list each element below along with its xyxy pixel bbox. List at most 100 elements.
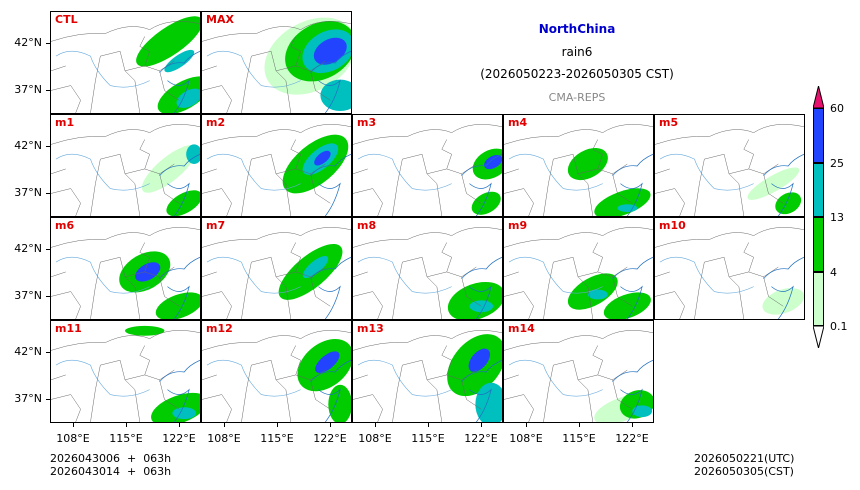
panel-label: CTL xyxy=(55,13,78,26)
panel-label: m13 xyxy=(357,322,384,335)
panel-label: m11 xyxy=(55,322,82,335)
lon-tick-mark xyxy=(632,423,633,427)
colorbar-label-4: 4 xyxy=(830,266,837,279)
colorbar-label-60: 60 xyxy=(830,102,844,115)
init-time-1: 2026043006 + 063h xyxy=(50,452,172,465)
lat-tick-label: 37°N xyxy=(14,83,42,96)
lon-tick-label: 122°E xyxy=(162,432,196,445)
lon-tick-mark xyxy=(126,423,127,427)
lon-tick-mark xyxy=(179,423,180,427)
colorbar-label-13: 13 xyxy=(830,211,844,224)
precip-map xyxy=(51,124,200,216)
panel-m6: m6 xyxy=(50,217,201,320)
precip-map xyxy=(202,227,351,319)
panel-m7: m7 xyxy=(201,217,352,320)
lat-tick-mark xyxy=(46,146,50,147)
lat-tick-mark xyxy=(46,296,50,297)
panel-m5: m5 xyxy=(654,114,805,217)
precip-map xyxy=(655,227,804,319)
panel-m9: m9 xyxy=(503,217,654,320)
lat-tick-mark xyxy=(46,249,50,250)
lon-tick-label: 122°E xyxy=(615,432,649,445)
model-title: CMA-REPS xyxy=(548,91,606,104)
lon-tick-mark xyxy=(375,423,376,427)
panel-m8: m8 xyxy=(352,217,503,320)
precip-map xyxy=(51,325,200,422)
panel-max: MAX xyxy=(201,11,352,114)
lon-tick-label: 122°E xyxy=(464,432,498,445)
lat-tick-label: 42°N xyxy=(14,345,42,358)
lon-tick-label: 108°E xyxy=(56,432,90,445)
colorbar-extend-min-icon xyxy=(813,326,824,348)
colorbar-band-13-25 xyxy=(813,163,824,217)
lat-tick-mark xyxy=(46,399,50,400)
panel-label: m12 xyxy=(206,322,233,335)
colorbar-band-0.1-4 xyxy=(813,272,824,326)
lon-tick-label: 115°E xyxy=(260,432,294,445)
lon-tick-label: 115°E xyxy=(562,432,596,445)
lon-tick-mark xyxy=(481,423,482,427)
precip-map xyxy=(655,124,804,216)
variable-title: rain6 xyxy=(561,45,593,59)
lat-tick-label: 42°N xyxy=(14,139,42,152)
panel-m14: m14 xyxy=(503,320,654,423)
lat-tick-mark xyxy=(46,352,50,353)
lat-tick-label: 42°N xyxy=(14,36,42,49)
panel-label: m3 xyxy=(357,116,377,129)
init-time-2: 2026043014 + 063h xyxy=(50,465,172,478)
lat-tick-mark xyxy=(46,193,50,194)
colorbar-label-25: 25 xyxy=(830,157,844,170)
precip-map xyxy=(504,124,653,216)
lon-tick-mark xyxy=(224,423,225,427)
lon-tick-mark xyxy=(330,423,331,427)
panel-label: m6 xyxy=(55,219,75,232)
panel-m1: m1 xyxy=(50,114,201,217)
panel-m13: m13 xyxy=(352,320,503,423)
panel-label: m14 xyxy=(508,322,535,335)
colorbar-label-0.1: 0.1 xyxy=(830,320,848,333)
panel-label: m8 xyxy=(357,219,377,232)
precip-map xyxy=(51,16,200,113)
lon-tick-label: 108°E xyxy=(358,432,392,445)
lat-tick-label: 37°N xyxy=(14,392,42,405)
panel-m12: m12 xyxy=(201,320,352,423)
lat-tick-label: 42°N xyxy=(14,242,42,255)
precip-map xyxy=(202,124,351,216)
precip-map xyxy=(51,227,200,319)
precip-map xyxy=(504,227,653,319)
panel-label: m7 xyxy=(206,219,226,232)
lon-tick-label: 115°E xyxy=(411,432,445,445)
valid-time-cst: 2026050305(CST) xyxy=(694,465,794,478)
precip-map xyxy=(504,330,653,422)
panel-m3: m3 xyxy=(352,114,503,217)
panel-label: m2 xyxy=(206,116,226,129)
lon-tick-mark xyxy=(277,423,278,427)
lon-tick-mark xyxy=(526,423,527,427)
precip-map xyxy=(202,330,351,422)
valid-time-utc: 2026050221(UTC) xyxy=(694,452,795,465)
region-title: NorthChina xyxy=(538,22,616,36)
panel-label: m10 xyxy=(659,219,686,232)
lat-tick-mark xyxy=(46,43,50,44)
panel-label: m4 xyxy=(508,116,528,129)
period-title: (2026050223-2026050305 CST) xyxy=(480,67,674,81)
panel-label: MAX xyxy=(206,13,234,26)
lon-tick-label: 108°E xyxy=(207,432,241,445)
precip-map xyxy=(353,330,502,422)
panel-m4: m4 xyxy=(503,114,654,217)
lon-tick-label: 108°E xyxy=(509,432,543,445)
panel-label: m5 xyxy=(659,116,679,129)
colorbar-band-25-60 xyxy=(813,108,824,163)
panel-label: m9 xyxy=(508,219,528,232)
lat-tick-label: 37°N xyxy=(14,186,42,199)
panel-m10: m10 xyxy=(654,217,805,320)
lat-tick-mark xyxy=(46,90,50,91)
lat-tick-label: 37°N xyxy=(14,289,42,302)
colorbar-extend-max-icon xyxy=(813,86,824,108)
lon-tick-mark xyxy=(428,423,429,427)
panel-label: m1 xyxy=(55,116,75,129)
precip-map xyxy=(202,17,351,113)
lon-tick-label: 122°E xyxy=(313,432,347,445)
panel-m11: m11 xyxy=(50,320,201,423)
panel-ctl: CTL xyxy=(50,11,201,114)
